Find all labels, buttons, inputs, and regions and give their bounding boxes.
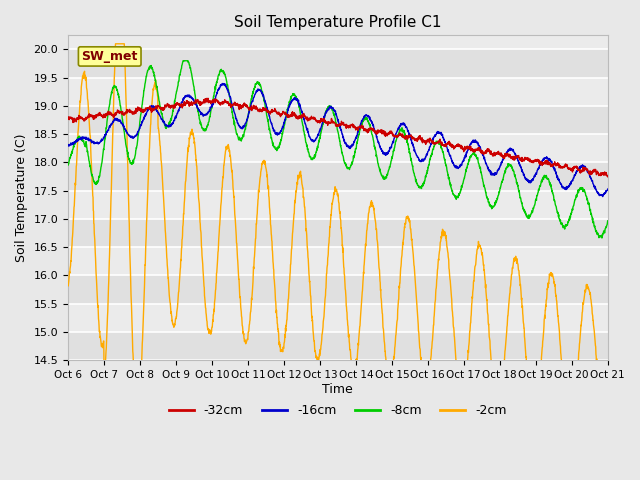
Bar xyxy=(68,247,608,276)
Bar xyxy=(68,134,608,162)
Bar xyxy=(68,219,608,247)
Bar xyxy=(68,49,608,78)
Bar xyxy=(68,303,608,332)
Title: Soil Temperature Profile C1: Soil Temperature Profile C1 xyxy=(234,15,442,30)
Bar xyxy=(68,162,608,191)
Bar xyxy=(68,106,608,134)
X-axis label: Time: Time xyxy=(323,383,353,396)
Y-axis label: Soil Temperature (C): Soil Temperature (C) xyxy=(15,133,28,262)
Bar xyxy=(68,191,608,219)
Bar xyxy=(68,276,608,303)
Bar xyxy=(68,332,608,360)
Legend: -32cm, -16cm, -8cm, -2cm: -32cm, -16cm, -8cm, -2cm xyxy=(164,399,512,422)
Bar xyxy=(68,78,608,106)
Text: SW_met: SW_met xyxy=(81,50,138,63)
